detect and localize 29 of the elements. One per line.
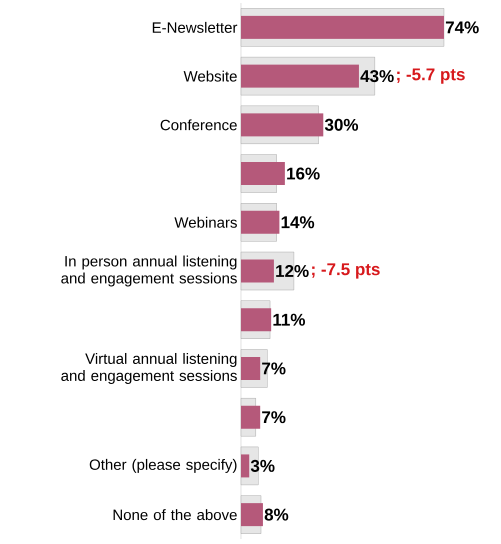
data-label: 12% bbox=[276, 265, 309, 278]
y-tick-label: Conference bbox=[160, 119, 237, 130]
data-label: 43% bbox=[360, 70, 394, 82]
y-tick-label: Website bbox=[184, 70, 237, 82]
bar bbox=[240, 113, 324, 136]
data-label: 7% bbox=[262, 411, 286, 424]
bar bbox=[240, 454, 250, 478]
data-label: 14% bbox=[282, 216, 314, 228]
bar bbox=[240, 260, 274, 283]
bar bbox=[240, 503, 263, 526]
data-label: 8% bbox=[264, 508, 288, 521]
y-tick-label: None of the above bbox=[114, 509, 237, 520]
data-label: 3% bbox=[250, 460, 275, 472]
data-label: 7% bbox=[262, 362, 286, 374]
y-tick-label: E-Newsletter bbox=[152, 22, 238, 33]
y-tick-label: Webinars bbox=[174, 216, 237, 228]
bar bbox=[240, 406, 260, 429]
data-label: 16% bbox=[287, 168, 320, 180]
data-label: 30% bbox=[324, 118, 358, 131]
data-label: 74% bbox=[446, 21, 479, 34]
annotation: ; -7.5 pts bbox=[312, 263, 380, 279]
y-tick-label: Virtual annual listening and engagement sessions bbox=[61, 352, 237, 384]
annotation: ; -5.7 pts bbox=[397, 68, 465, 84]
bar bbox=[240, 210, 280, 234]
y-tick-label: Other (please specify) bbox=[90, 458, 236, 473]
data-label: 11% bbox=[273, 314, 305, 326]
bar bbox=[240, 64, 359, 88]
bar bbox=[240, 162, 285, 186]
y-tick-label: In person annual listening and engagement sessions bbox=[61, 256, 237, 286]
